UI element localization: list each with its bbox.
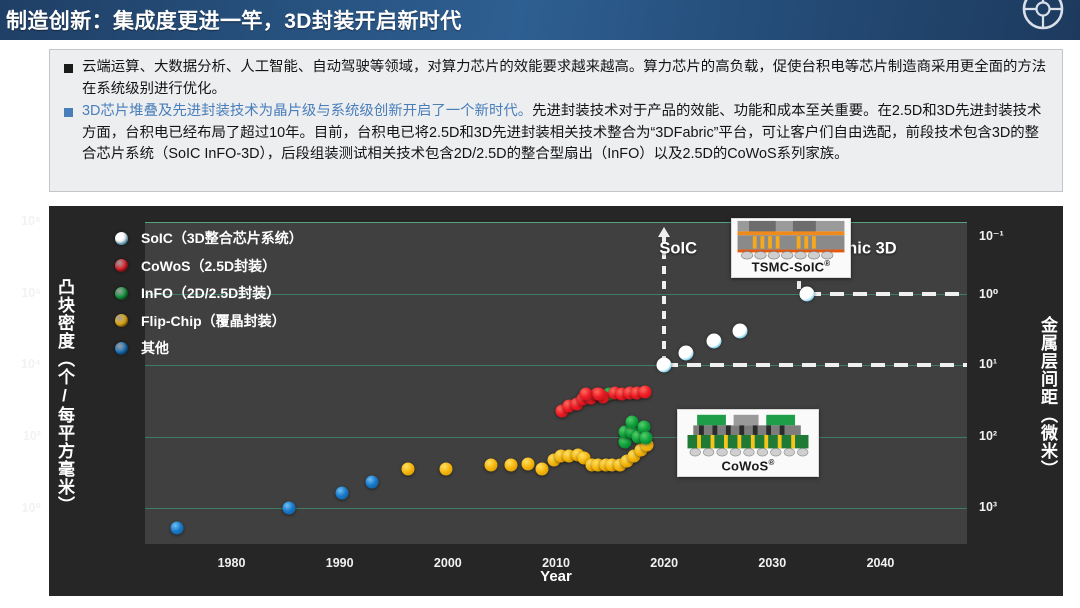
data-point-flip [535,462,549,476]
y2-axis-tick: 10¹ [979,357,998,372]
data-point-other [365,475,379,489]
bullet-square-icon [64,64,73,73]
legend-item-info[interactable]: InFO（2D/2.5D封装） [115,283,303,303]
bullet-square-icon [64,108,73,117]
data-point-flip [484,458,498,472]
legend-marker-icon [115,231,128,245]
legend-label: CoWoS（2.5D封装） [141,257,277,274]
monolithic-3d-level [806,291,967,296]
data-point-soic [656,357,672,373]
x-axis-tick: 2000 [433,556,462,570]
y2-axis-tick: 10⁰ [979,286,999,301]
data-point-info [639,431,653,445]
legend-item-cowos[interactable]: CoWoS（2.5D封装） [115,256,303,276]
y2-axis-title: 金属层间距（微米） [1038,316,1057,478]
x-axis-title: Year [540,568,572,585]
data-point-flip [439,462,453,476]
y-axis-tick: 10⁸ [21,214,41,228]
bullet-text-1: 云端运算、大数据分析、人工智能、自动驾驶等领域，对算力芯片的效能要求越来越高。算… [82,59,1047,97]
x-axis-tick: 1990 [325,556,354,570]
soic-region-label: SoIC [659,239,697,258]
legend-marker-icon [115,341,128,355]
gridline [145,222,967,223]
chart-legend: SoIC（3D整合芯片系统） CoWoS（2.5D封装） InFO（2D/2.5D封… [115,228,303,366]
data-point-cowos [592,387,606,401]
x-axis-tick: 2020 [650,556,679,570]
gridline [145,293,967,295]
y2-axis-tick: 10³ [979,500,998,515]
x-axis-tick: 2030 [758,556,787,570]
data-point-soic [678,345,694,361]
data-point-other [282,501,296,514]
page-title: 制造创新：集成度更进一竿，3D封装开启新时代 [6,10,462,33]
y-axis-title: 凸块密度（个/每平方毫米） [55,278,74,514]
gridline [145,436,967,438]
gridline [145,508,967,510]
data-point-flip [504,458,518,472]
y2-axis-tick: 10² [979,428,998,443]
data-point-other [170,521,184,535]
y-axis-tick: 10⁶ [21,285,41,300]
data-point-cowos [579,387,593,401]
legend-label: SoIC（3D整合芯片系统） [141,230,303,246]
data-point-flip [521,457,535,470]
data-point-info [625,415,639,429]
data-point-cowos [638,385,652,399]
bullet-text-2-lead: 3D芯片堆叠及先进封装技术为晶片级与系统级创新开启了一个新时代。 [82,103,533,119]
bullet-text-2-rest: 先进封装技术对于产品的效能、功能和成本至关重要。在2.5D和3D先进封装技术方面… [82,103,1042,162]
data-point-other [335,486,349,500]
bullet-item-1: 云端运算、大数据分析、人工智能、自动驾驶等领域，对算力芯片的效能要求越来越高。算… [50,57,1062,100]
x-axis-tick: 2010 [542,556,570,570]
data-point-soic [706,333,722,349]
y-axis-tick: 10² [22,428,41,443]
legend-item-soic[interactable]: SoIC（3D整合芯片系统） [115,228,303,248]
bullet-text-2: 3D芯片堆叠及先进封装技术为晶片级与系统级创新开启了一个新时代。先进封装技术对于… [82,101,1062,166]
gridline [145,365,967,367]
legend-label: InFO（2D/2.5D封装） [141,285,281,301]
slide-header: 制造创新：集成度更进一竿，3D封装开启新时代 [0,0,1080,40]
tsmc-soic-inset: TSMC-SoIC® [731,218,851,278]
data-point-flip [401,462,415,476]
arrow-head-icon [658,227,671,237]
legend-marker-icon [115,314,128,327]
x-axis-tick: 1980 [217,556,246,570]
soic-divider [658,227,671,366]
legend-marker-icon [115,259,128,272]
bullet-text-panel: 云端运算、大数据分析、人工智能、自动驾驶等领域，对算力芯片的效能要求越来越高。算… [49,49,1063,192]
data-point-soic [732,323,748,339]
legend-marker-icon [115,286,128,300]
x-axis-tick: 2040 [866,556,895,570]
soic-start-level [664,363,967,368]
y2-axis-tick: 10⁻¹ [979,229,1004,244]
legend-item-flip[interactable]: Flip-Chip（覆晶封装） [115,311,303,331]
cowos-inset-caption: CoWoS® [721,457,775,473]
tsmc-soic-inset-caption: TSMC-SoIC® [751,258,831,274]
legend-label: 其他 [141,340,169,356]
cowos-inset: CoWoS® [677,409,819,477]
chart-panel: 凸块密度（个/每平方毫米） 金属层间距（微米） SoICMonolithic 3… [21,206,1063,596]
data-point-soic [799,286,815,302]
circle-compass-logo-icon [1020,0,1066,32]
legend-item-other[interactable]: 其他 [115,338,303,358]
data-point-info [637,420,651,434]
legend-label: Flip-Chip（覆晶封装） [141,312,286,329]
bullet-item-2: 3D芯片堆叠及先进封装技术为晶片级与系统级创新开启了一个新时代。先进封装技术对于… [50,101,1062,166]
y-axis-tick: 10⁰ [21,501,41,516]
y-axis-tick: 10⁴ [20,357,41,372]
